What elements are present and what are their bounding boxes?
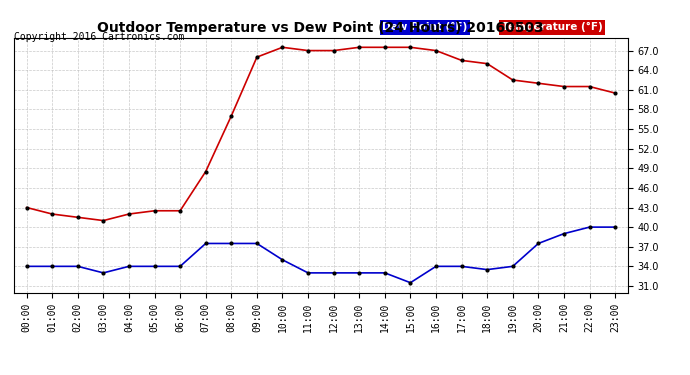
Text: Dew Point (°F): Dew Point (°F) (382, 22, 468, 32)
Text: Temperature (°F): Temperature (°F) (502, 22, 603, 32)
Title: Outdoor Temperature vs Dew Point (24 Hours) 20160503: Outdoor Temperature vs Dew Point (24 Hou… (97, 21, 544, 35)
Text: Copyright 2016 Cartronics.com: Copyright 2016 Cartronics.com (14, 32, 184, 42)
